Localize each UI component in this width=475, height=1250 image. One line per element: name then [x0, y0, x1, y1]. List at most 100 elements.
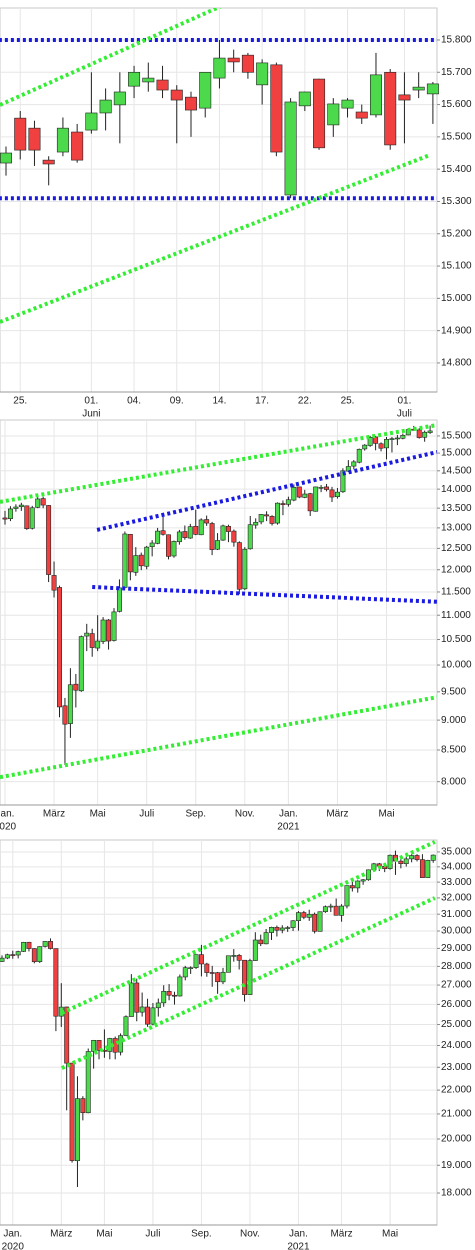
- candle-body: [91, 1040, 97, 1052]
- y-tick-label: 26.000: [441, 999, 472, 1010]
- trend-line: [0, 153, 431, 324]
- x-tick-label: 04.: [127, 396, 141, 407]
- candle-body: [416, 429, 422, 438]
- candle-body: [213, 57, 226, 79]
- y-tick-label: 23.000: [441, 1062, 472, 1073]
- candle-body: [64, 1006, 70, 1064]
- candle-body: [18, 504, 24, 507]
- candle-body: [351, 461, 357, 467]
- x-tick-label: 25.: [341, 396, 355, 407]
- trend-line: [60, 840, 436, 1015]
- y-tick-label: 28.000: [441, 961, 472, 972]
- candle-body: [139, 1006, 145, 1013]
- candle-body: [225, 955, 231, 973]
- candle-body: [204, 963, 210, 973]
- candle-body: [4, 954, 10, 959]
- candle-body: [241, 54, 254, 73]
- trend-lines: [0, 8, 437, 324]
- x-tick-label: Juli: [145, 1229, 160, 1240]
- candle-body: [231, 955, 237, 957]
- trend-lines: [60, 840, 436, 1070]
- candle-body: [42, 159, 55, 165]
- candle-body: [312, 913, 318, 932]
- x-tick-label: Jan.: [3, 1229, 22, 1240]
- candle-body: [362, 444, 368, 450]
- candle-body: [366, 869, 371, 881]
- candle-body: [422, 431, 428, 438]
- y-tick-label: 12.000: [441, 564, 472, 575]
- candle-body: [227, 57, 240, 63]
- candle-body: [111, 611, 117, 641]
- candle-body: [46, 505, 52, 575]
- candle-body: [123, 1016, 129, 1036]
- candle-body: [57, 587, 62, 708]
- y-tick-label: 14.000: [441, 484, 472, 495]
- x-tick-label: Mai: [96, 1229, 112, 1240]
- y-tick-label: 30.000: [441, 926, 472, 937]
- candle-body: [78, 636, 84, 692]
- trend-line: [0, 8, 222, 107]
- y-tick-label: 15.300: [441, 196, 472, 207]
- candle-body: [204, 519, 210, 524]
- candle-body: [15, 951, 21, 956]
- y-tick-label: 11.500: [441, 587, 471, 598]
- candle-body: [176, 531, 182, 543]
- y-tick-label: 13.000: [441, 523, 472, 534]
- candle-body: [75, 1098, 80, 1162]
- candle-body: [355, 111, 368, 119]
- candle-body: [155, 1002, 161, 1009]
- trend-lines: [0, 422, 437, 780]
- candle-body: [84, 632, 90, 637]
- candle-body: [220, 971, 226, 983]
- candle-body: [242, 959, 248, 995]
- candle-body: [284, 101, 297, 196]
- candle-body: [209, 523, 215, 550]
- candle-body: [373, 436, 379, 444]
- y-tick-label: 18.000: [441, 1188, 472, 1199]
- candle-body: [184, 96, 197, 111]
- y-tick-label: 29.000: [441, 943, 472, 954]
- candle-body: [270, 64, 283, 153]
- candle-body: [349, 885, 355, 889]
- candle-body: [37, 946, 43, 962]
- x-tick-label: Jan.: [0, 809, 14, 820]
- candle-body: [198, 519, 204, 536]
- x-tick-label: März: [43, 809, 65, 820]
- candle-body: [28, 127, 41, 151]
- y-tick-label: 14.500: [441, 465, 472, 476]
- candle-body: [291, 486, 297, 501]
- x-tick-label: März: [330, 1229, 352, 1240]
- candle-body: [318, 486, 324, 489]
- y-tick-label: 15.800: [441, 35, 472, 46]
- x-tick-label: Mai: [90, 809, 106, 820]
- candle-body: [100, 619, 106, 642]
- candle-body: [31, 948, 37, 963]
- x-tick-label: 09.: [170, 396, 184, 407]
- candle-body: [333, 905, 339, 916]
- candle-body: [142, 77, 155, 83]
- candle-body: [344, 885, 350, 907]
- candle-body: [412, 86, 425, 91]
- x-tick-label: Juli: [139, 809, 154, 820]
- candle-body: [400, 434, 406, 439]
- y-tick-label: 15.500: [441, 431, 472, 442]
- candle-body: [389, 438, 395, 440]
- candle-body: [242, 548, 248, 590]
- candle-body: [145, 1006, 150, 1025]
- y-tick-label: 35.000: [441, 847, 472, 858]
- candle-body: [71, 131, 84, 161]
- x-tick-label: Sep.: [185, 809, 206, 820]
- x-tick-label: Sep.: [191, 1229, 212, 1240]
- y-tick-label: 27.000: [441, 980, 472, 991]
- candle-body: [42, 941, 48, 947]
- candle-body: [236, 955, 242, 961]
- candle-body: [99, 99, 112, 114]
- candle-body: [166, 534, 171, 557]
- candle-body: [156, 79, 169, 91]
- x-group-label: 2021: [277, 822, 300, 833]
- x-tick-label: 01.: [84, 396, 98, 407]
- candle-body: [302, 493, 308, 498]
- y-tick-label: 15.100: [441, 261, 472, 272]
